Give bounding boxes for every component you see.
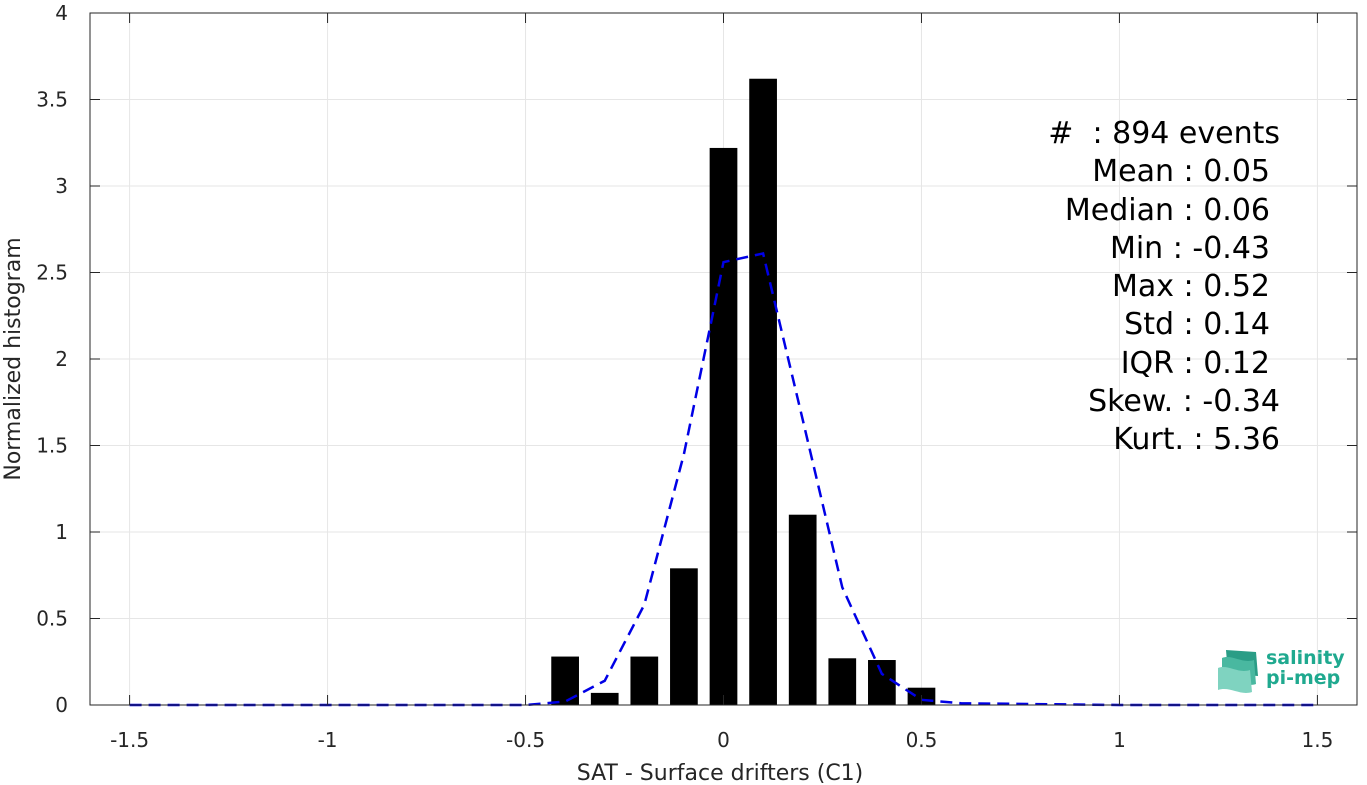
histogram-bar [868, 660, 896, 705]
stat-kurt: Kurt. : 5.36 [1113, 422, 1280, 458]
stat-min: Min : -0.43 [1109, 230, 1270, 266]
stat-std: Std : 0.14 [1124, 307, 1270, 343]
histogram-bars [551, 78, 936, 706]
logo-line-1: salinity [1266, 647, 1345, 669]
y-axis-ticks: 0 0.5 1 1.5 2 2.5 3 3.5 4 [36, 1, 1357, 717]
logo-line-2: pi-mep [1266, 667, 1341, 689]
x-tick-label: 1.5 [1302, 728, 1334, 752]
y-tick-label: 4 [55, 1, 68, 25]
x-tick-label: 0 [717, 728, 730, 752]
histogram-bar [828, 658, 857, 705]
stat-mean: Mean : 0.05 [1092, 154, 1270, 190]
stat-median: Median : 0.06 [1064, 192, 1270, 228]
x-tick-label: 1 [1113, 728, 1126, 752]
salinity-pimep-logo: salinity pi-mep [1216, 646, 1346, 696]
fit-line [129, 251, 1318, 707]
x-tick-label: 0.5 [906, 728, 938, 752]
x-axis-title: SAT - Surface drifters (C1) [577, 761, 864, 785]
y-tick-label: 2.5 [36, 261, 68, 285]
y-tick-label: 2 [55, 347, 68, 371]
y-tick-label: 1.5 [36, 434, 68, 458]
histogram-bar [709, 147, 738, 705]
y-tick-label: 3 [55, 174, 68, 198]
x-tick-label: -1.5 [110, 728, 149, 752]
histogram-bar [590, 692, 619, 705]
y-tick-label: 0 [55, 693, 68, 717]
x-axis-ticks: -1.5 -1 -0.5 0 0.5 1 1.5 [110, 13, 1333, 752]
histogram-bar [788, 514, 817, 705]
y-tick-label: 3.5 [36, 88, 68, 112]
histogram-bar [630, 656, 659, 705]
statistics-box: # : 894 events Mean : 0.05 Median : 0.06… [960, 115, 1280, 460]
stat-count: # : 894 events [1048, 116, 1280, 151]
logo-wave-icon [1218, 650, 1258, 693]
stat-max: Max : 0.52 [1112, 269, 1270, 305]
y-axis-title: Normalized histogram [1, 237, 26, 480]
x-tick-label: -0.5 [506, 728, 545, 752]
fit-curve [129, 251, 1318, 707]
x-tick-label: -1 [318, 728, 338, 752]
stat-iqr: IQR : 0.12 [1120, 345, 1270, 381]
histogram-bar [670, 568, 698, 705]
histogram-bar [749, 78, 777, 706]
stat-skew: Skew. : -0.34 [1088, 384, 1280, 420]
y-tick-label: 0.5 [36, 607, 68, 631]
y-tick-label: 1 [55, 520, 68, 544]
